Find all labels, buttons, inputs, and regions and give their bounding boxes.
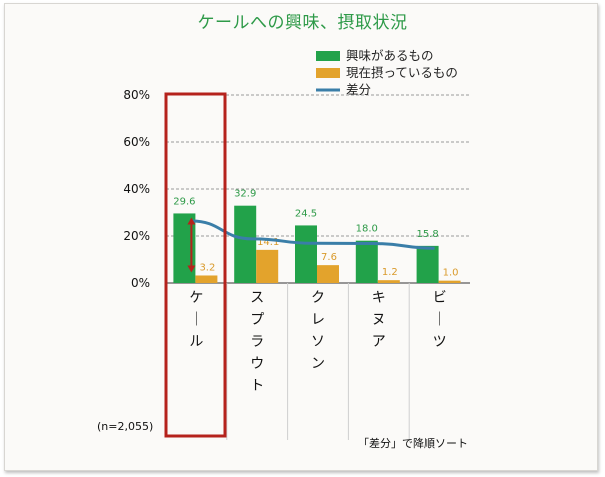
category-label-char: ソ [311, 334, 325, 350]
category-label-char: ト [250, 378, 264, 394]
category-label-char: ケ [189, 290, 203, 306]
bar-intake [256, 249, 279, 283]
category-label-char: ビ [433, 290, 447, 306]
chart-title: ケールへの興味、摂取状況 [197, 13, 408, 33]
bar-interest [416, 245, 439, 283]
data-label-intake: 1.0 [443, 268, 459, 279]
category-label-char: プ [250, 312, 264, 328]
y-tick-label: 40% [123, 182, 150, 196]
y-tick-label: 20% [123, 229, 150, 243]
data-label-interest: 18.0 [356, 224, 378, 235]
data-label-intake: 7.6 [321, 252, 337, 263]
legend-swatch-interest [316, 51, 340, 61]
category-label-char: ｜ [189, 312, 203, 328]
y-tick-label: 60% [123, 135, 150, 149]
category-label-char: レ [311, 312, 325, 328]
bar-intake [317, 265, 339, 283]
category-label-char: ク [311, 290, 325, 306]
legend-label-intake: 現在摂っているもの [346, 65, 458, 80]
diff-arrow-head-down [187, 265, 196, 273]
diff-arrow-head-up [187, 217, 196, 225]
bar-intake [377, 280, 400, 283]
highlight-box [164, 92, 227, 438]
diff-line [191, 219, 435, 250]
category-label-char: ウ [250, 356, 264, 372]
data-label-interest: 29.6 [173, 196, 195, 207]
category-label-char: キ [372, 290, 386, 306]
category-label-char: ス [250, 290, 264, 306]
data-label-intake: 14.1 [257, 237, 279, 248]
category-label-char: ラ [250, 334, 264, 350]
data-label-interest: 24.5 [295, 208, 317, 219]
category-label-char: ル [189, 334, 203, 350]
category-label-char: ン [311, 356, 325, 372]
category-label-char: ヌ [372, 312, 386, 328]
data-label-intake: 1.2 [382, 267, 398, 278]
legend-label-interest: 興味があるもの [346, 48, 434, 63]
data-label-interest: 15.8 [416, 229, 438, 240]
bar-interest [355, 240, 378, 283]
data-label-interest: 32.9 [234, 189, 256, 200]
sort-note: 「差分」で降順ソート [358, 436, 468, 450]
category-label-char: ア [372, 334, 386, 350]
bar-intake [438, 280, 461, 283]
data-label-intake: 3.2 [199, 262, 215, 273]
legend-swatch-intake [316, 68, 340, 78]
y-tick-label: 0% [131, 276, 150, 290]
bar-intake [195, 275, 218, 283]
y-tick-label: 80% [123, 88, 150, 102]
legend-label-diff: 差分 [346, 82, 371, 97]
category-label-char: ツ [433, 334, 447, 350]
category-label-char: ｜ [433, 312, 447, 328]
sample-size-label: (n=2,055) [97, 420, 153, 433]
bar-interest [234, 205, 257, 283]
bar-interest [295, 225, 317, 283]
